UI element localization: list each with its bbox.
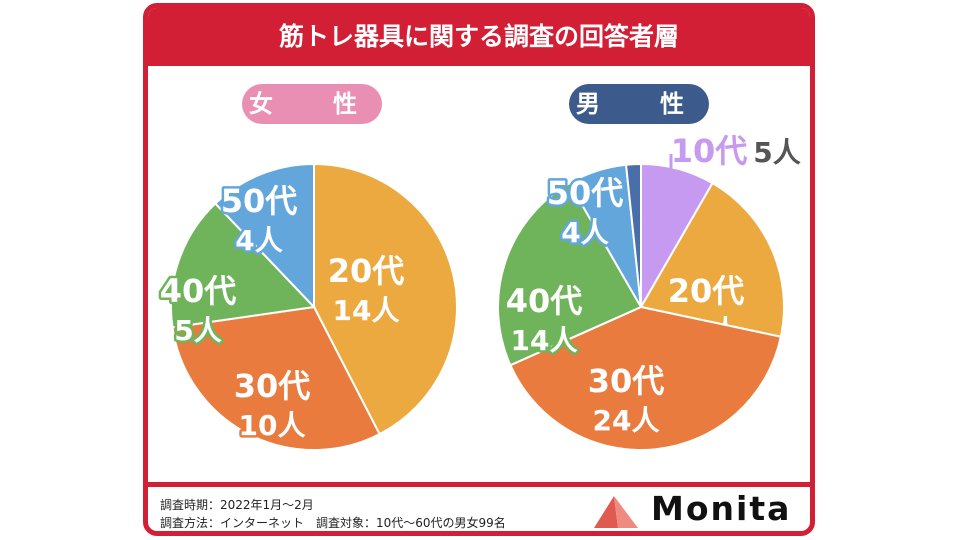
monita-logo-icon — [594, 496, 638, 528]
female-badge: 女 性 — [242, 84, 382, 124]
slice-label-female-3: 50代 — [221, 182, 298, 220]
pie-charts: 20代14人30代10人40代5人50代4人10代5人20代12人30代24人4… — [157, 132, 801, 451]
chart-frame: 筋トレ器具に関する調査の回答者層 女 性 男 性 20代 14人 30代 10人 40代… — [143, 3, 815, 536]
pie-slice-male-3 — [497, 181, 643, 367]
pie-slice-male-2 — [509, 305, 783, 451]
pie-slice-female-1 — [171, 305, 381, 451]
footer-divider — [148, 482, 810, 487]
slice-label-male-1: 20代 — [668, 272, 745, 310]
slice-count-male-2: 24人 — [593, 404, 660, 437]
slice-count-male-3: 14人 — [511, 324, 578, 357]
slice-count-female-0: 14人 — [333, 294, 400, 327]
male-badge: 男 性 — [569, 84, 709, 124]
page-title: 筋トレ器具に関する調査の回答者層 — [148, 8, 810, 66]
slice-label-female-0: 20代 — [328, 252, 405, 290]
slice-label-female-1: 30代 — [234, 367, 311, 405]
monita-logo-text: Monita — [651, 489, 792, 528]
slice-label-male-4: 50代 — [547, 174, 624, 212]
slice-count-female-1: 10人 — [239, 409, 306, 442]
slice-label-female-2: 40代 — [160, 272, 237, 310]
slice-count-female-3: 4人 — [235, 224, 282, 257]
survey-method: 調査方法：インターネット 調査対象：10代～60代の男女99名 — [160, 516, 506, 530]
slice-label-male-0: 10代 — [671, 132, 748, 170]
slice-count-male-0: 5人 — [753, 136, 800, 169]
slice-label-male-3: 40代 — [506, 282, 583, 320]
pie-slice-male-1 — [639, 181, 785, 338]
survey-period: 調査時期：2022年1月～2月 — [160, 498, 314, 512]
slice-count-female-2: 5人 — [174, 314, 221, 347]
pie-slice-female-2 — [170, 202, 317, 329]
pie-slice-female-0 — [313, 162, 458, 436]
slice-label-male-2: 30代 — [588, 362, 665, 400]
slice-count-male-4: 4人 — [561, 216, 608, 249]
pie-slice-female-3 — [213, 162, 315, 310]
pie-slice-male-5 — [624, 162, 642, 308]
